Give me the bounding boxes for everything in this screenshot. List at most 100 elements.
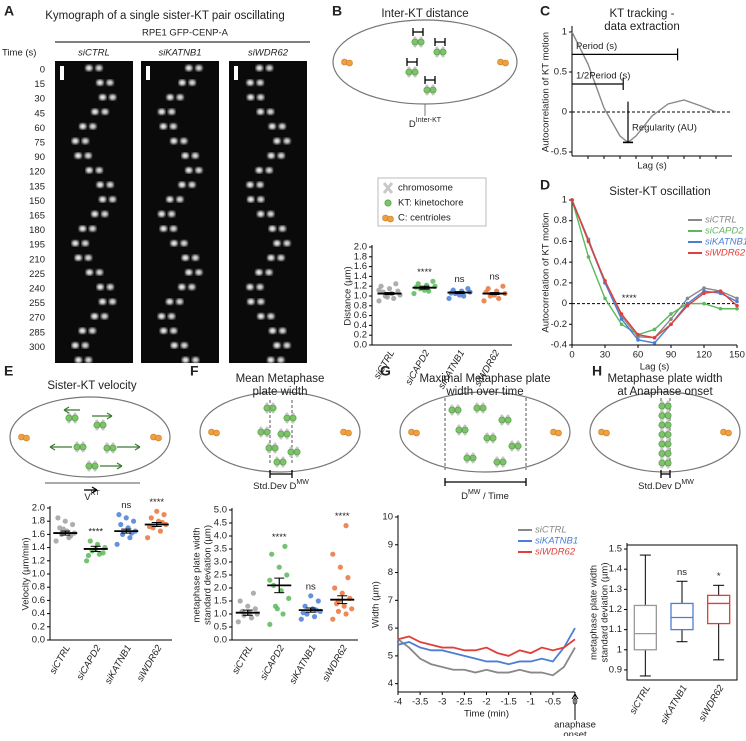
data-point bbox=[62, 518, 68, 524]
series-marker bbox=[652, 341, 657, 345]
y-tick-label: 1.2 bbox=[32, 555, 45, 566]
x-tick-label: -3.5 bbox=[412, 697, 428, 708]
data-point bbox=[69, 521, 76, 528]
data-point bbox=[343, 611, 349, 617]
kt-spot bbox=[181, 152, 189, 159]
kt-spot bbox=[283, 342, 291, 349]
kt-spot bbox=[170, 240, 178, 247]
kt-spot bbox=[195, 65, 203, 71]
data-point bbox=[298, 616, 304, 622]
kt-spot bbox=[169, 225, 177, 232]
data-point bbox=[130, 518, 137, 524]
kt-spot bbox=[109, 94, 117, 101]
arrow-head bbox=[91, 486, 98, 494]
kt-spot bbox=[89, 225, 97, 232]
kt-spot bbox=[247, 298, 255, 305]
data-point bbox=[68, 533, 74, 539]
kinetochore bbox=[461, 426, 469, 434]
panel-letter: C bbox=[540, 3, 550, 19]
y-tick-label: 0.2 bbox=[32, 621, 45, 632]
kinetochore bbox=[448, 406, 456, 414]
legend-text: siWDR62 bbox=[535, 547, 576, 558]
y-tick-label: 0.0 bbox=[354, 340, 367, 351]
kinetochore bbox=[664, 431, 672, 438]
y-axis-label: metaphase plate width bbox=[192, 527, 203, 622]
x-axis-label: Lag (s) bbox=[637, 161, 667, 172]
kt-spot bbox=[188, 79, 196, 86]
kt-spot bbox=[265, 167, 273, 174]
kinetochore bbox=[263, 428, 271, 436]
series-marker bbox=[652, 335, 657, 340]
data-point bbox=[332, 585, 338, 591]
condition-label: siKATNB1 bbox=[158, 48, 201, 59]
kt-spot bbox=[74, 152, 82, 159]
kinetochore bbox=[109, 444, 117, 452]
y-tick-label: 1.5 bbox=[214, 596, 227, 607]
kt-spot bbox=[84, 152, 92, 159]
y-tick-label: 1.0 bbox=[214, 609, 227, 620]
panel-letter: D bbox=[540, 177, 550, 193]
kinetochore bbox=[279, 458, 287, 466]
kt-spot bbox=[95, 65, 103, 71]
annotation: Regularity (AU) bbox=[632, 123, 697, 134]
series-marker bbox=[652, 327, 657, 332]
series-marker bbox=[619, 317, 624, 321]
kt-spot bbox=[91, 211, 99, 217]
kt-spot bbox=[247, 94, 255, 101]
series-marker bbox=[702, 286, 706, 290]
data-point bbox=[330, 616, 336, 622]
series-marker bbox=[603, 296, 607, 301]
kinetochore bbox=[483, 434, 491, 442]
kt-spot bbox=[170, 327, 178, 334]
chart-title: data extraction bbox=[604, 21, 679, 33]
significance: **** bbox=[149, 497, 164, 508]
kinetochore bbox=[65, 414, 73, 422]
kinetochore bbox=[411, 38, 419, 46]
kinetochore bbox=[664, 440, 672, 448]
x-tick-label: 150 bbox=[729, 350, 745, 361]
kt-spot bbox=[246, 284, 254, 290]
data-point bbox=[161, 511, 167, 518]
kt-spot bbox=[168, 108, 176, 115]
y-tick-label: 1.4 bbox=[354, 271, 367, 282]
kt-spot bbox=[283, 240, 291, 247]
data-point bbox=[430, 278, 436, 284]
kinetochore bbox=[79, 443, 87, 451]
kt-spot bbox=[81, 240, 89, 247]
x-tick-label: -0.5 bbox=[545, 697, 561, 708]
kinetochore bbox=[265, 444, 273, 452]
kt-spot bbox=[168, 313, 176, 320]
y-tick-label: 0.4 bbox=[554, 257, 567, 268]
series-marker bbox=[603, 278, 607, 283]
data-point bbox=[267, 577, 273, 583]
kt-spot bbox=[255, 167, 263, 174]
time-tick: 285 bbox=[29, 327, 45, 338]
significance: **** bbox=[272, 532, 287, 543]
kt-spot bbox=[71, 138, 79, 144]
cell-outline bbox=[9, 396, 171, 478]
significance: **** bbox=[335, 511, 350, 522]
kt-spot bbox=[256, 79, 264, 86]
time-tick: 0 bbox=[40, 65, 45, 76]
time-tick: 180 bbox=[29, 225, 45, 236]
cell-line: RPE1 GFP-CENP-A bbox=[142, 28, 229, 39]
chart-title: Metaphase plate width bbox=[607, 373, 722, 385]
data-point bbox=[94, 541, 101, 547]
kinetochore bbox=[664, 459, 672, 467]
data-point bbox=[391, 295, 397, 302]
data-point bbox=[55, 515, 61, 521]
kinetochore bbox=[283, 430, 291, 438]
data-point bbox=[315, 598, 321, 604]
kt-spot bbox=[96, 284, 104, 290]
centriole bbox=[725, 429, 732, 437]
time-tick: 270 bbox=[29, 313, 45, 324]
chart-title: Sister-KT oscillation bbox=[609, 186, 710, 198]
annotation: 1/2Period (s) bbox=[576, 71, 630, 82]
kt-spot bbox=[192, 357, 200, 363]
label-sup: KT bbox=[91, 490, 101, 497]
kt-spot bbox=[85, 65, 93, 71]
data-point bbox=[269, 551, 275, 557]
data-point bbox=[118, 521, 124, 528]
kt-spot bbox=[85, 167, 93, 174]
y-tick-label: 1.5 bbox=[609, 544, 622, 555]
